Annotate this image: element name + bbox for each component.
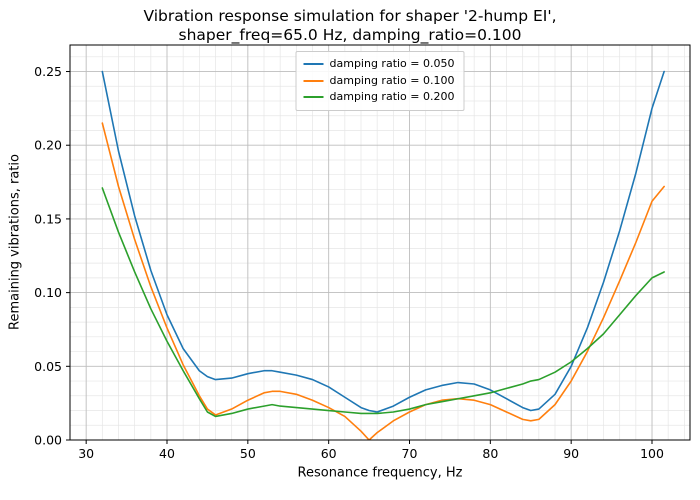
x-tick-label: 80 — [482, 446, 498, 461]
chart-title-line-2: shaper_freq=65.0 Hz, damping_ratio=0.100 — [178, 25, 522, 44]
x-tick-label: 30 — [78, 446, 94, 461]
axes-border — [69, 44, 691, 441]
y-tick-label: 0.15 — [34, 211, 62, 226]
y-tick-label: 0.00 — [34, 433, 62, 448]
x-tick-label: 60 — [321, 446, 337, 461]
legend-item-damping-0050: damping ratio = 0.050 — [303, 56, 455, 73]
y-tick-label: 0.10 — [34, 285, 62, 300]
legend-line-swatch-green — [303, 96, 324, 99]
legend-label: damping ratio = 0.100 — [329, 73, 455, 87]
y-tick-label: 0.20 — [34, 138, 62, 153]
x-tick-label: 90 — [563, 446, 579, 461]
y-axis-label: Remaining vibrations, ratio — [7, 154, 23, 330]
series-line-2 — [101, 187, 665, 418]
legend-line-swatch-orange — [303, 79, 324, 82]
chart-title: Vibration response simulation for shaper… — [0, 7, 700, 45]
x-tick-label: 50 — [240, 446, 256, 461]
plot-area — [70, 45, 690, 440]
x-tick-label: 40 — [159, 446, 175, 461]
y-tick-label: 0.05 — [34, 359, 62, 374]
x-axis-label: Resonance frequency, Hz — [297, 465, 463, 481]
legend-label: damping ratio = 0.200 — [329, 90, 455, 103]
legend-item-damping-0200: damping ratio = 0.200 — [303, 89, 455, 106]
series-line-0 — [101, 70, 665, 413]
legend: damping ratio = 0.050 damping ratio = 0.… — [295, 51, 465, 111]
legend-item-damping-0100: damping ratio = 0.100 — [303, 73, 455, 90]
legend-line-swatch-blue — [303, 63, 324, 66]
legend-label: damping ratio = 0.050 — [329, 57, 455, 70]
y-tick-label: 0.25 — [34, 64, 62, 79]
x-tick-label: 70 — [402, 446, 418, 461]
chart-title-line-1: Vibration response simulation for shaper… — [143, 7, 557, 25]
series-line-1 — [101, 122, 665, 440]
x-tick-label: 100 — [640, 446, 664, 461]
